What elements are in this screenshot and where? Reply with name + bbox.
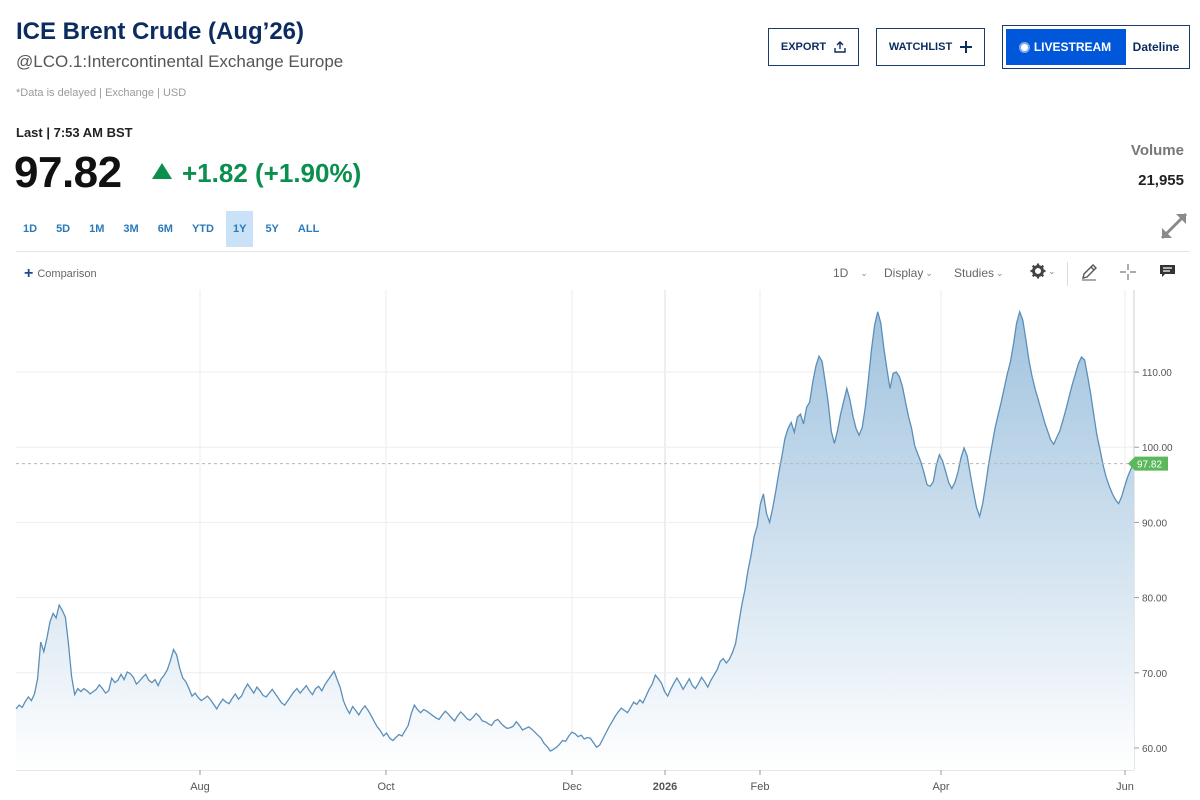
studies-label: Studies (954, 266, 995, 280)
x-tick-label: Apr (932, 781, 949, 793)
livestream-toggle: LIVESTREAM Dateline (1002, 25, 1190, 69)
dateline-button[interactable]: Dateline (1132, 40, 1180, 54)
volume-label: Volume (1130, 142, 1184, 159)
range-6m[interactable]: 6M (157, 223, 173, 235)
range-3m[interactable]: 3M (123, 223, 139, 235)
y-tick-label: 60.00 (1142, 744, 1167, 755)
plus-icon: + (24, 265, 34, 282)
chevron-down-icon: ⌄ (925, 267, 933, 278)
x-tick-label: 2026 (653, 781, 677, 793)
y-tick-label: 70.00 (1142, 669, 1167, 680)
range-5d[interactable]: 5D (56, 223, 71, 235)
settings-dropdown[interactable]: ⌄ (1030, 263, 1056, 279)
livestream-label: LIVESTREAM (1033, 40, 1112, 54)
range-1y[interactable]: 1Y (225, 211, 254, 247)
comment-icon[interactable] (1159, 264, 1176, 279)
export-button[interactable]: EXPORT (768, 28, 859, 66)
pencil-icon[interactable] (1080, 263, 1098, 281)
gear-icon (1030, 263, 1046, 279)
toolbar-separator (1067, 262, 1068, 286)
range-selector: 1D 5D 1M 3M 6M YTD 1Y 5Y ALL (16, 211, 331, 247)
header-divider (16, 251, 1190, 252)
y-tick-label: 90.00 (1142, 518, 1167, 529)
price-line (15, 309, 1135, 752)
expand-icon[interactable] (1158, 210, 1190, 242)
y-tick-label: 80.00 (1142, 594, 1167, 605)
price-chart[interactable]: 110.00 100.00 90.00 80.00 70.00 60.00 Aug Oct De… (0, 290, 1200, 800)
interval-label: 1D (833, 266, 849, 280)
price-area (16, 311, 1134, 770)
comparison-label: Comparison (37, 268, 97, 280)
volume-value: 21,955 (1138, 172, 1184, 189)
last-price: 97.82 (14, 148, 122, 197)
x-tick-label: Dec (562, 781, 582, 793)
range-5y[interactable]: 5Y (265, 223, 279, 235)
studies-dropdown[interactable]: Studies ⌄ (954, 266, 1004, 280)
range-1d[interactable]: 1D (23, 223, 38, 235)
range-ytd[interactable]: YTD (191, 223, 214, 235)
range-all[interactable]: ALL (297, 223, 320, 235)
x-tick-label: Feb (751, 781, 770, 793)
exchange-subtitle: @LCO.1:Intercontinental Exchange Europe (16, 52, 344, 71)
up-arrow-icon (152, 163, 172, 179)
interval-dropdown[interactable]: 1D ⌄ (833, 266, 868, 280)
display-dropdown[interactable]: Display ⌄ (884, 266, 933, 280)
last-price-badge (1128, 456, 1168, 471)
price-change: +1.82 (+1.90%) (182, 158, 362, 188)
chevron-down-icon: ⌄ (860, 267, 868, 278)
chevron-down-icon: ⌄ (996, 267, 1004, 278)
crosshair-icon[interactable] (1119, 263, 1137, 281)
x-tick-label: Aug (190, 781, 210, 793)
watchlist-button[interactable]: WATCHLIST (876, 28, 985, 66)
export-icon (834, 41, 846, 53)
export-label: EXPORT (780, 41, 827, 53)
live-dot-icon (1020, 43, 1028, 51)
range-1m[interactable]: 1M (89, 223, 105, 235)
y-tick-label: 110.00 (1142, 368, 1172, 379)
y-tick-label: 100.00 (1142, 443, 1173, 454)
data-disclaimer: *Data is delayed | Exchange | USD (16, 87, 187, 99)
livestream-button[interactable]: LIVESTREAM (1006, 29, 1126, 65)
x-tick-label: Jun (1116, 781, 1134, 793)
page-title: ICE Brent Crude (Aug’26) (16, 18, 305, 45)
watchlist-label: WATCHLIST (888, 41, 953, 53)
plus-icon (960, 41, 973, 53)
last-update-label: Last | 7:53 AM BST (16, 125, 133, 140)
display-label: Display (884, 266, 924, 280)
chevron-down-icon: ⌄ (1048, 265, 1056, 276)
comparison-button[interactable]: + Comparison (24, 265, 97, 282)
x-tick-label: Oct (377, 781, 394, 793)
last-price-badge-label: 97.82 (1137, 460, 1162, 471)
